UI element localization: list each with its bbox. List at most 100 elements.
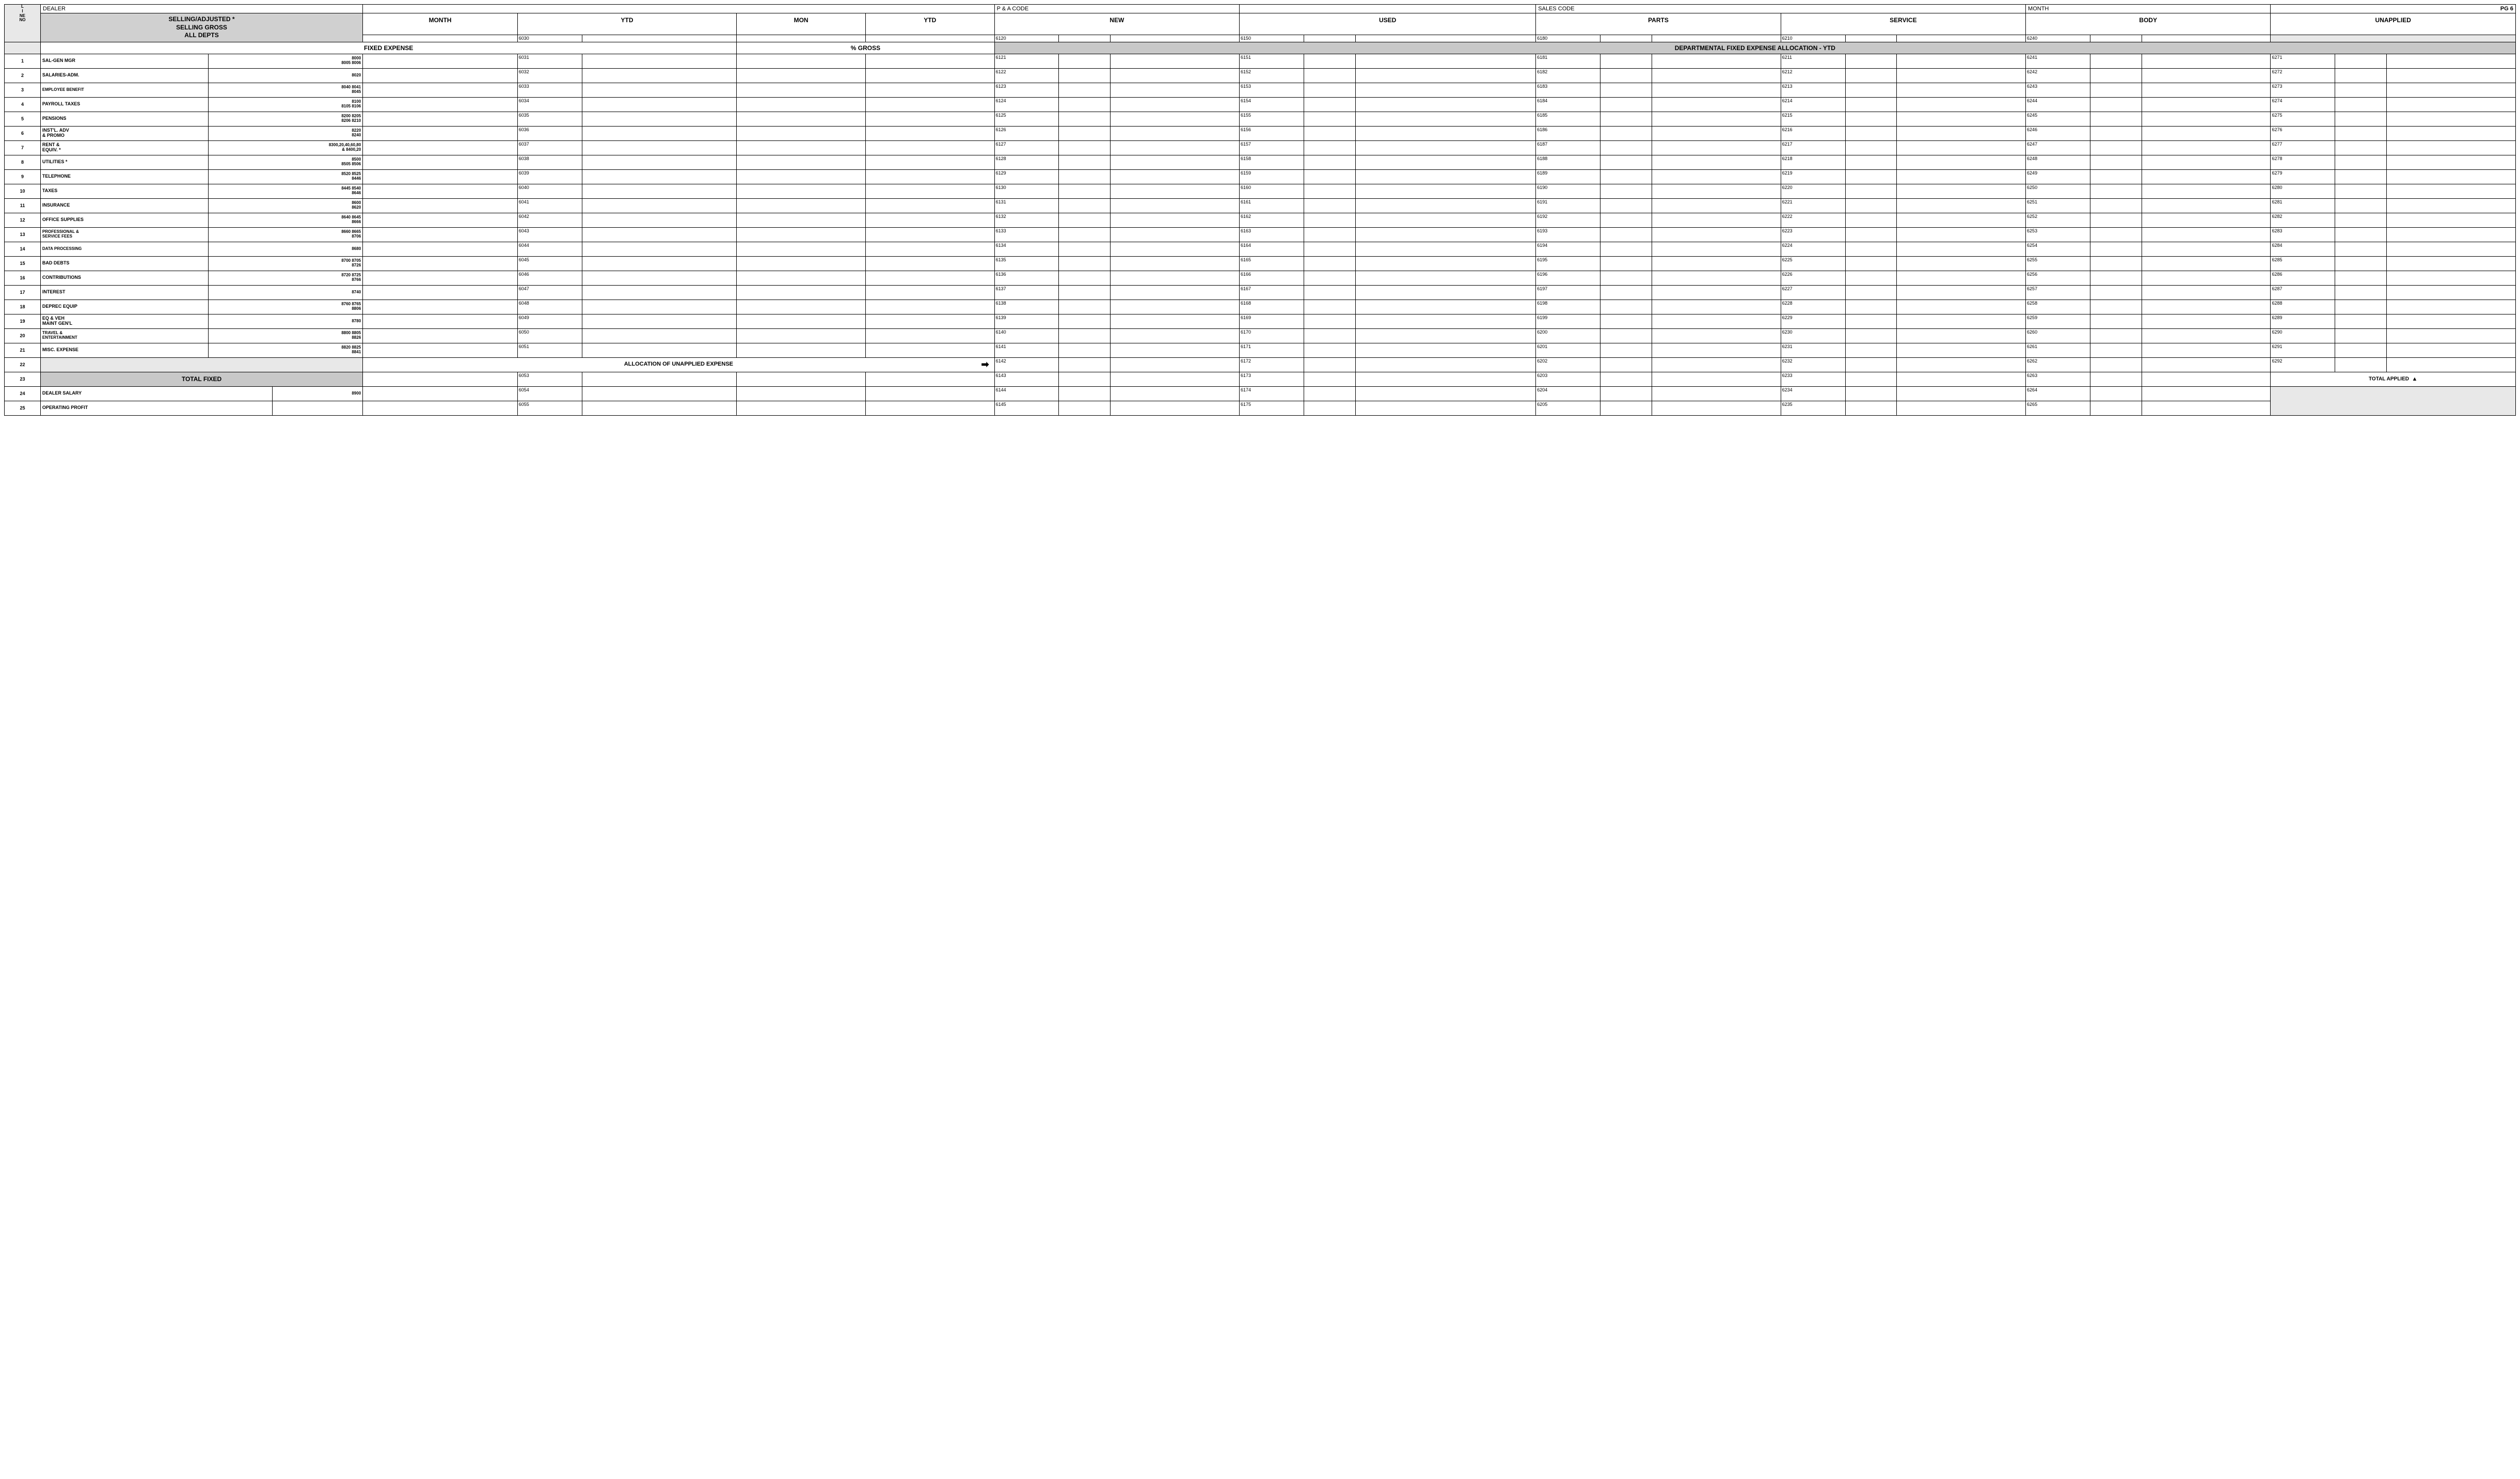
dept-code: 6158 xyxy=(1240,155,1304,169)
code-ytd: 6030 xyxy=(517,35,582,42)
dept-code: 6188 xyxy=(1536,155,1600,169)
expense-codes: 8740 xyxy=(208,285,363,300)
dept-code: 6257 xyxy=(2026,285,2090,300)
dept-code: 6166 xyxy=(1240,271,1304,285)
expense-label: DEPREC EQUIP xyxy=(40,300,208,314)
dept-code: 6199 xyxy=(1536,314,1600,328)
line-22: 22 xyxy=(5,357,41,372)
line-no: 11 xyxy=(5,198,41,213)
expense-label: SAL-GEN MGR xyxy=(40,54,208,68)
expense-label: BAD DEBTS xyxy=(40,256,208,271)
expense-row-21: 21MISC. EXPENSE8820 88258841605161416171… xyxy=(5,343,2516,357)
code-new: 6120 xyxy=(994,35,1059,42)
grey-fill xyxy=(2271,386,2516,415)
dept-code: 6198 xyxy=(1536,300,1600,314)
dept-code: 6273 xyxy=(2271,83,2335,97)
expense-row-3: 3EMPLOYEE BENEFIT8040 804180456033612361… xyxy=(5,83,2516,97)
expense-label: UTILITIES * xyxy=(40,155,208,169)
dept-alloc-header: DEPARTMENTAL FIXED EXPENSE ALLOCATION - … xyxy=(994,42,2515,54)
dept-code: 6157 xyxy=(1240,140,1304,155)
dept-code: 6196 xyxy=(1536,271,1600,285)
dept-code: 6190 xyxy=(1536,184,1600,198)
top-header-row: LINENO DEALER P & A CODE SALES CODE MONT… xyxy=(5,5,2516,13)
dealer-value[interactable] xyxy=(363,5,994,13)
code-body: 6240 xyxy=(2026,35,2090,42)
dept-code: 6200 xyxy=(1536,328,1600,343)
dept-code: 6282 xyxy=(2271,213,2335,227)
line-no: 13 xyxy=(5,227,41,242)
line-no: 2 xyxy=(5,68,41,83)
dept-code: 6256 xyxy=(2026,271,2090,285)
line-no: 9 xyxy=(5,169,41,184)
pa-code-value[interactable] xyxy=(1240,5,1536,13)
dept-code: 6133 xyxy=(994,227,1059,242)
code-service: 6210 xyxy=(1781,35,1845,42)
dept-code: 6258 xyxy=(2026,300,2090,314)
allocation-label: ALLOCATION OF UNAPPLIED EXPENSE ➡ xyxy=(363,357,994,372)
dept-code: 6255 xyxy=(2026,256,2090,271)
code-month[interactable] xyxy=(363,35,518,42)
expense-label: EQ & VEHMAINT GEN'L xyxy=(40,314,208,328)
expense-codes: 8760 87658806 xyxy=(208,300,363,314)
expense-codes: 8200 82058206 8210 xyxy=(208,112,363,126)
dept-code: 6251 xyxy=(2026,198,2090,213)
dealer-label: DEALER xyxy=(40,5,362,13)
line-no: 15 xyxy=(5,256,41,271)
dept-code: 6167 xyxy=(1240,285,1304,300)
expense-row-16: 16CONTRIBUTIONS8720 87258766604661366166… xyxy=(5,271,2516,285)
dept-code: 6192 xyxy=(1536,213,1600,227)
dept-code: 6139 xyxy=(994,314,1059,328)
col-body: BODY xyxy=(2026,13,2271,35)
expense-codes: 8800 88058826 xyxy=(208,328,363,343)
line-no: 20 xyxy=(5,328,41,343)
dept-code: 6159 xyxy=(1240,169,1304,184)
dept-code: 6169 xyxy=(1240,314,1304,328)
expense-row-15: 15BAD DEBTS8700 870587266045613561656195… xyxy=(5,256,2516,271)
dept-code: 6214 xyxy=(1781,97,1845,112)
line-no: 16 xyxy=(5,271,41,285)
dept-code: 6250 xyxy=(2026,184,2090,198)
dept-code: 6244 xyxy=(2026,97,2090,112)
dept-code: 6289 xyxy=(2271,314,2335,328)
expense-row-5: 5PENSIONS8200 82058206 82106035612561556… xyxy=(5,112,2516,126)
line-no: 4 xyxy=(5,97,41,112)
expense-row-19: 19EQ & VEHMAINT GEN'L8780604961396169619… xyxy=(5,314,2516,328)
line-no: 8 xyxy=(5,155,41,169)
dept-code: 6254 xyxy=(2026,242,2090,256)
dept-code: 6277 xyxy=(2271,140,2335,155)
dept-code: 6224 xyxy=(1781,242,1845,256)
dept-code: 6272 xyxy=(2271,68,2335,83)
expense-codes: 8040 80418045 xyxy=(208,83,363,97)
dept-code: 6126 xyxy=(994,126,1059,140)
col-mon2: MON xyxy=(737,13,866,35)
line-no: 12 xyxy=(5,213,41,227)
dept-code: 6252 xyxy=(2026,213,2090,227)
dept-code: 6184 xyxy=(1536,97,1600,112)
dept-code: 6278 xyxy=(2271,155,2335,169)
expense-label: RENT &EQUIV. * xyxy=(40,140,208,155)
total-applied-label: TOTAL APPLIED ▲ xyxy=(2271,372,2516,386)
expense-row-14: 14DATA PROCESSING86806044613461646194622… xyxy=(5,242,2516,256)
unapplied-grey xyxy=(2271,35,2516,42)
expense-codes: 8720 87258766 xyxy=(208,271,363,285)
triangle-icon: ▲ xyxy=(2412,376,2418,382)
expense-label: INSURANCE xyxy=(40,198,208,213)
dept-code: 6276 xyxy=(2271,126,2335,140)
ytd-code: 6034 xyxy=(517,97,582,112)
dept-code: 6197 xyxy=(1536,285,1600,300)
dept-code: 6225 xyxy=(1781,256,1845,271)
expense-label: CONTRIBUTIONS xyxy=(40,271,208,285)
dept-code: 6187 xyxy=(1536,140,1600,155)
expense-row-11: 11INSURANCE86008620604161316161619162216… xyxy=(5,198,2516,213)
ytd-code: 6040 xyxy=(517,184,582,198)
dept-code: 6275 xyxy=(2271,112,2335,126)
expense-row-8: 8UTILITIES *85008505 8506603861286158618… xyxy=(5,155,2516,169)
dept-code: 6221 xyxy=(1781,198,1845,213)
dept-code: 6162 xyxy=(1240,213,1304,227)
dept-code: 6253 xyxy=(2026,227,2090,242)
dept-code: 6164 xyxy=(1240,242,1304,256)
col-used: USED xyxy=(1240,13,1536,35)
page-number: PG 6 xyxy=(2271,5,2516,13)
dept-code: 6291 xyxy=(2271,343,2335,357)
dept-code: 6279 xyxy=(2271,169,2335,184)
